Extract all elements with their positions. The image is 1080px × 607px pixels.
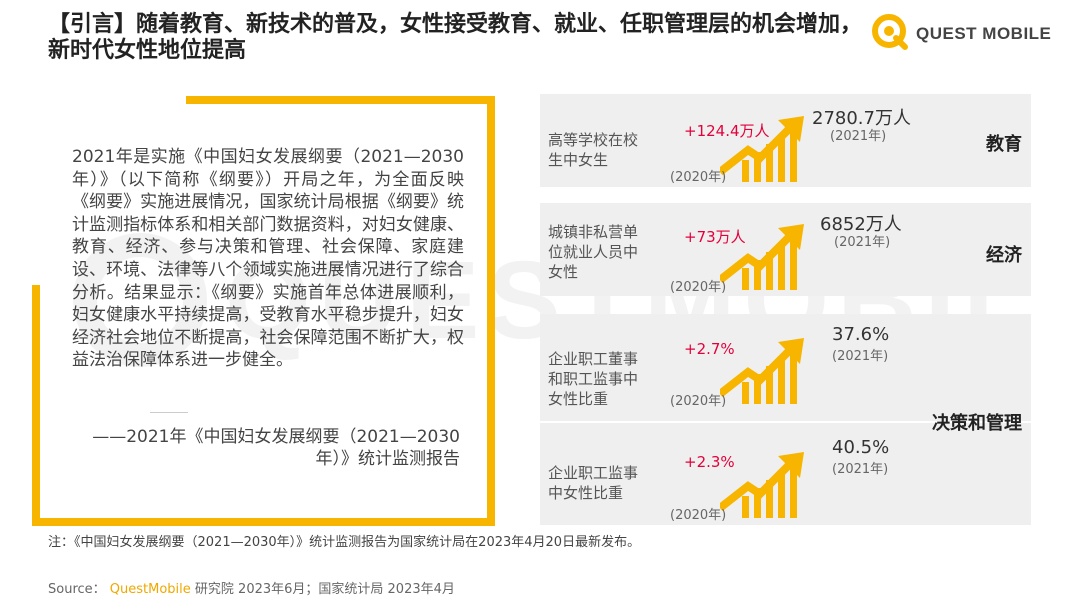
metric-value: 6852万人 bbox=[820, 214, 902, 235]
metric-value-year: (2021年) bbox=[830, 129, 887, 144]
intro-paragraph: 2021年是实施《中国妇女发展纲要（2021—2030年）》（以下简称《纲要》）… bbox=[72, 147, 464, 371]
growth-chart-icon bbox=[720, 452, 806, 518]
metric-base-year: (2020年) bbox=[670, 280, 727, 295]
quote-divider bbox=[150, 412, 188, 413]
metric-label: 城镇非私营单位就业人员中女性 bbox=[548, 223, 639, 281]
decision-panel-divider bbox=[540, 421, 1031, 423]
metric-value: 40.5% bbox=[832, 437, 890, 458]
quest-mobile-logo-icon bbox=[872, 14, 908, 50]
frame-left-bar bbox=[32, 285, 40, 526]
metric-base-year: (2020年) bbox=[670, 170, 727, 185]
growth-chart-icon bbox=[720, 338, 806, 404]
quote-attribution: ——2021年《中国妇女发展纲要（2021—2030年）》统计监测报告 bbox=[92, 427, 460, 469]
metric-delta: +124.4万人 bbox=[684, 122, 770, 140]
metric-delta: +2.7% bbox=[684, 340, 735, 358]
metric-value-year: (2021年) bbox=[834, 235, 891, 250]
growth-chart-icon bbox=[720, 116, 806, 182]
education-panel bbox=[540, 94, 1031, 187]
source-rest: 研究院 2023年6月；国家统计局 2023年4月 bbox=[190, 582, 455, 597]
page-title: 【引言】随着教育、新技术的普及，女性接受教育、就业、任职管理层的机会增加，新时代… bbox=[48, 12, 863, 63]
logo-text: QUEST MOBILE bbox=[916, 24, 1052, 43]
source-label: Source： bbox=[48, 582, 106, 597]
frame-bottom-bar bbox=[32, 518, 495, 526]
metric-base-year: (2020年) bbox=[670, 394, 727, 409]
metric-base-year: (2020年) bbox=[670, 508, 727, 523]
metric-value-year: (2021年) bbox=[832, 462, 889, 477]
category-decision: 决策和管理 bbox=[932, 413, 1022, 434]
metric-delta: +2.3% bbox=[684, 453, 735, 471]
category-education: 教育 bbox=[986, 134, 1022, 155]
frame-top-bar bbox=[186, 96, 495, 104]
metric-label: 企业职工董事和职工监事中女性比重 bbox=[548, 350, 639, 408]
quest-mobile-logo: QUEST MOBILE bbox=[870, 12, 1052, 52]
metric-value: 2780.7万人 bbox=[812, 108, 911, 129]
metric-value: 37.6% bbox=[832, 324, 890, 345]
metric-value-year: (2021年) bbox=[832, 349, 889, 364]
frame-right-bar bbox=[487, 96, 495, 526]
growth-chart-icon bbox=[720, 224, 806, 290]
footnote: 注：《中国妇女发展纲要（2021—2030年）》统计监测报告为国家统计局在202… bbox=[48, 535, 641, 550]
source-line: Source： QuestMobile 研究院 2023年6月；国家统计局 20… bbox=[48, 578, 455, 597]
metric-delta: +73万人 bbox=[684, 228, 746, 246]
category-economy: 经济 bbox=[986, 245, 1022, 266]
metric-label: 企业职工监事中女性比重 bbox=[548, 464, 639, 502]
source-brand: QuestMobile bbox=[109, 582, 191, 597]
economy-panel bbox=[540, 203, 1031, 296]
metric-label: 高等学校在校生中女生 bbox=[548, 131, 639, 169]
